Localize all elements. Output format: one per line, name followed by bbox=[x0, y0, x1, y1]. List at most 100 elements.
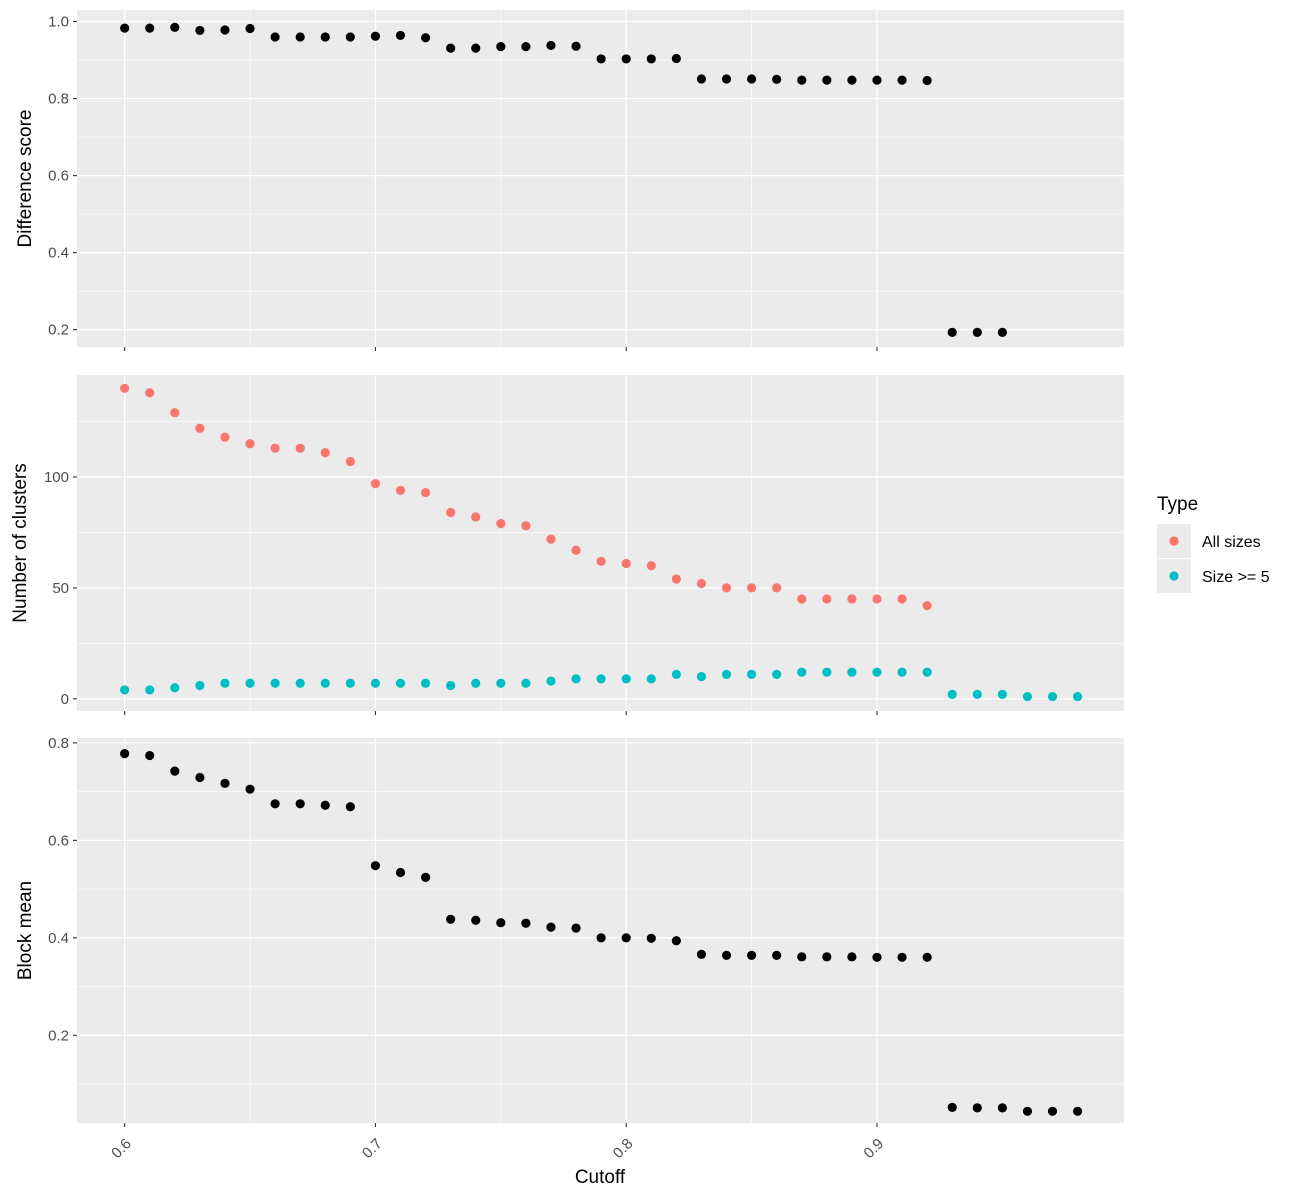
data-point bbox=[170, 683, 180, 693]
data-point bbox=[897, 594, 907, 604]
data-point bbox=[797, 75, 807, 85]
data-point bbox=[521, 41, 531, 52]
data-point bbox=[270, 32, 280, 42]
data-point bbox=[1022, 1106, 1033, 1116]
y-tick-label: 100 bbox=[44, 469, 69, 486]
data-point bbox=[847, 667, 857, 677]
data-point bbox=[596, 54, 606, 64]
data-point bbox=[270, 443, 280, 453]
panel-background bbox=[77, 10, 1124, 347]
data-point bbox=[320, 678, 330, 688]
data-point bbox=[721, 583, 732, 593]
data-point bbox=[521, 521, 531, 531]
data-point bbox=[320, 448, 330, 458]
data-point bbox=[797, 952, 807, 962]
panel-number-of-clusters: 0 50 100 Number of clusters bbox=[10, 375, 1124, 715]
data-point bbox=[345, 32, 355, 42]
data-point bbox=[320, 32, 330, 42]
data-point bbox=[947, 1102, 957, 1113]
panel-points bbox=[120, 22, 1007, 337]
data-point bbox=[596, 933, 606, 943]
y-tick-label: 0.4 bbox=[48, 930, 69, 947]
panel-points bbox=[120, 748, 1083, 1116]
data-point bbox=[646, 674, 656, 684]
data-point bbox=[496, 41, 506, 52]
data-point bbox=[997, 1103, 1007, 1113]
data-point bbox=[145, 388, 155, 398]
panel-block-mean: 0.2 0.4 0.6 0.8 Block mean bbox=[15, 735, 1124, 1127]
data-point bbox=[596, 674, 606, 684]
data-point bbox=[621, 674, 631, 684]
data-point bbox=[546, 922, 556, 932]
y-axis-title: Number of clusters bbox=[10, 463, 31, 622]
data-point bbox=[797, 667, 807, 677]
data-point bbox=[922, 667, 932, 677]
data-point bbox=[772, 74, 782, 84]
data-point bbox=[621, 558, 631, 569]
legend: Type All sizes Size >= 5 bbox=[1157, 494, 1270, 593]
data-point bbox=[872, 594, 882, 604]
data-point bbox=[897, 952, 907, 962]
legend-item-all-sizes: All sizes bbox=[1157, 524, 1261, 558]
data-point bbox=[596, 556, 606, 566]
data-point bbox=[195, 680, 205, 691]
legend-title: Type bbox=[1157, 494, 1198, 515]
data-point bbox=[671, 574, 681, 584]
y-tick-label: 0.6 bbox=[48, 168, 69, 185]
data-point bbox=[546, 40, 556, 51]
y-tick-label: 0.2 bbox=[48, 1027, 69, 1044]
data-point bbox=[721, 669, 732, 680]
data-point bbox=[646, 561, 656, 571]
y-tick-label: 0.8 bbox=[48, 735, 69, 752]
data-point bbox=[646, 54, 656, 64]
data-point bbox=[696, 578, 707, 589]
data-point bbox=[420, 678, 431, 688]
data-point bbox=[370, 31, 381, 41]
data-point bbox=[646, 933, 656, 943]
data-point bbox=[170, 22, 180, 32]
data-point bbox=[270, 678, 280, 688]
data-point bbox=[120, 685, 130, 695]
data-point bbox=[446, 507, 456, 518]
data-point bbox=[746, 583, 757, 593]
y-tick-label: 1.0 bbox=[48, 14, 69, 31]
data-point bbox=[847, 594, 857, 604]
data-point bbox=[145, 685, 155, 695]
data-point bbox=[345, 678, 355, 688]
legend-key-size-ge-5 bbox=[1169, 571, 1179, 581]
data-point bbox=[1073, 1106, 1083, 1116]
data-point bbox=[395, 30, 406, 41]
data-point bbox=[521, 678, 531, 688]
data-point bbox=[621, 933, 631, 943]
data-point bbox=[772, 669, 782, 680]
data-point bbox=[395, 678, 406, 688]
data-point bbox=[872, 75, 882, 85]
data-point bbox=[546, 534, 556, 544]
data-point bbox=[270, 799, 280, 809]
x-axis-ticks bbox=[124, 347, 878, 351]
data-point bbox=[947, 327, 957, 337]
data-point bbox=[345, 802, 355, 812]
data-point bbox=[220, 778, 230, 788]
data-point bbox=[295, 799, 305, 809]
data-point bbox=[521, 918, 531, 928]
panel-grid bbox=[77, 375, 1124, 711]
data-point bbox=[120, 748, 130, 759]
data-point bbox=[847, 952, 857, 962]
data-point bbox=[897, 667, 907, 677]
data-point bbox=[621, 54, 631, 64]
data-point bbox=[395, 485, 406, 495]
x-axis-ticks bbox=[124, 1123, 878, 1127]
panel-difference-score: 0.2 0.4 0.6 0.8 1.0 Difference score bbox=[15, 10, 1124, 351]
data-point bbox=[245, 439, 255, 449]
data-point bbox=[496, 918, 506, 928]
data-point bbox=[471, 512, 481, 522]
data-point bbox=[922, 75, 932, 86]
data-point bbox=[696, 74, 707, 84]
x-tick-label: 0.6 bbox=[108, 1135, 135, 1162]
data-point bbox=[822, 594, 832, 604]
data-point bbox=[772, 950, 782, 960]
data-point bbox=[320, 800, 330, 810]
data-point bbox=[571, 545, 581, 555]
data-point bbox=[872, 667, 882, 677]
